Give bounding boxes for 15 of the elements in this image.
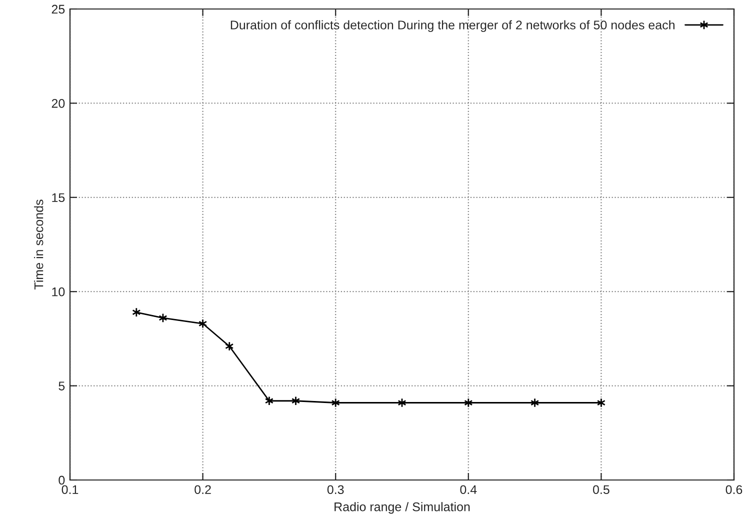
y-tick-label: 15 [52, 193, 65, 202]
x-tick-label: 0.4 [460, 485, 477, 494]
y-axis-title: Time in seconds [34, 200, 44, 290]
legend-label: Duration of conflicts detection During the merger of 2 networks of 50 nodes each [230, 20, 674, 32]
x-axis-title: Radio range / Simulation [334, 502, 470, 514]
y-tick-label: 5 [58, 382, 65, 390]
x-tick-label: 0.3 [327, 485, 344, 494]
x-tick-label: 0.5 [593, 485, 610, 494]
y-tick-label: 10 [52, 287, 65, 296]
x-tick-label: 0.6 [726, 485, 742, 494]
x-tick-label: 0.2 [194, 485, 211, 494]
y-tick-label: 0 [58, 476, 65, 485]
x-tick-label: 0.1 [62, 485, 78, 494]
y-tick-label: 20 [52, 99, 65, 108]
y-tick-label: 25 [52, 4, 65, 14]
